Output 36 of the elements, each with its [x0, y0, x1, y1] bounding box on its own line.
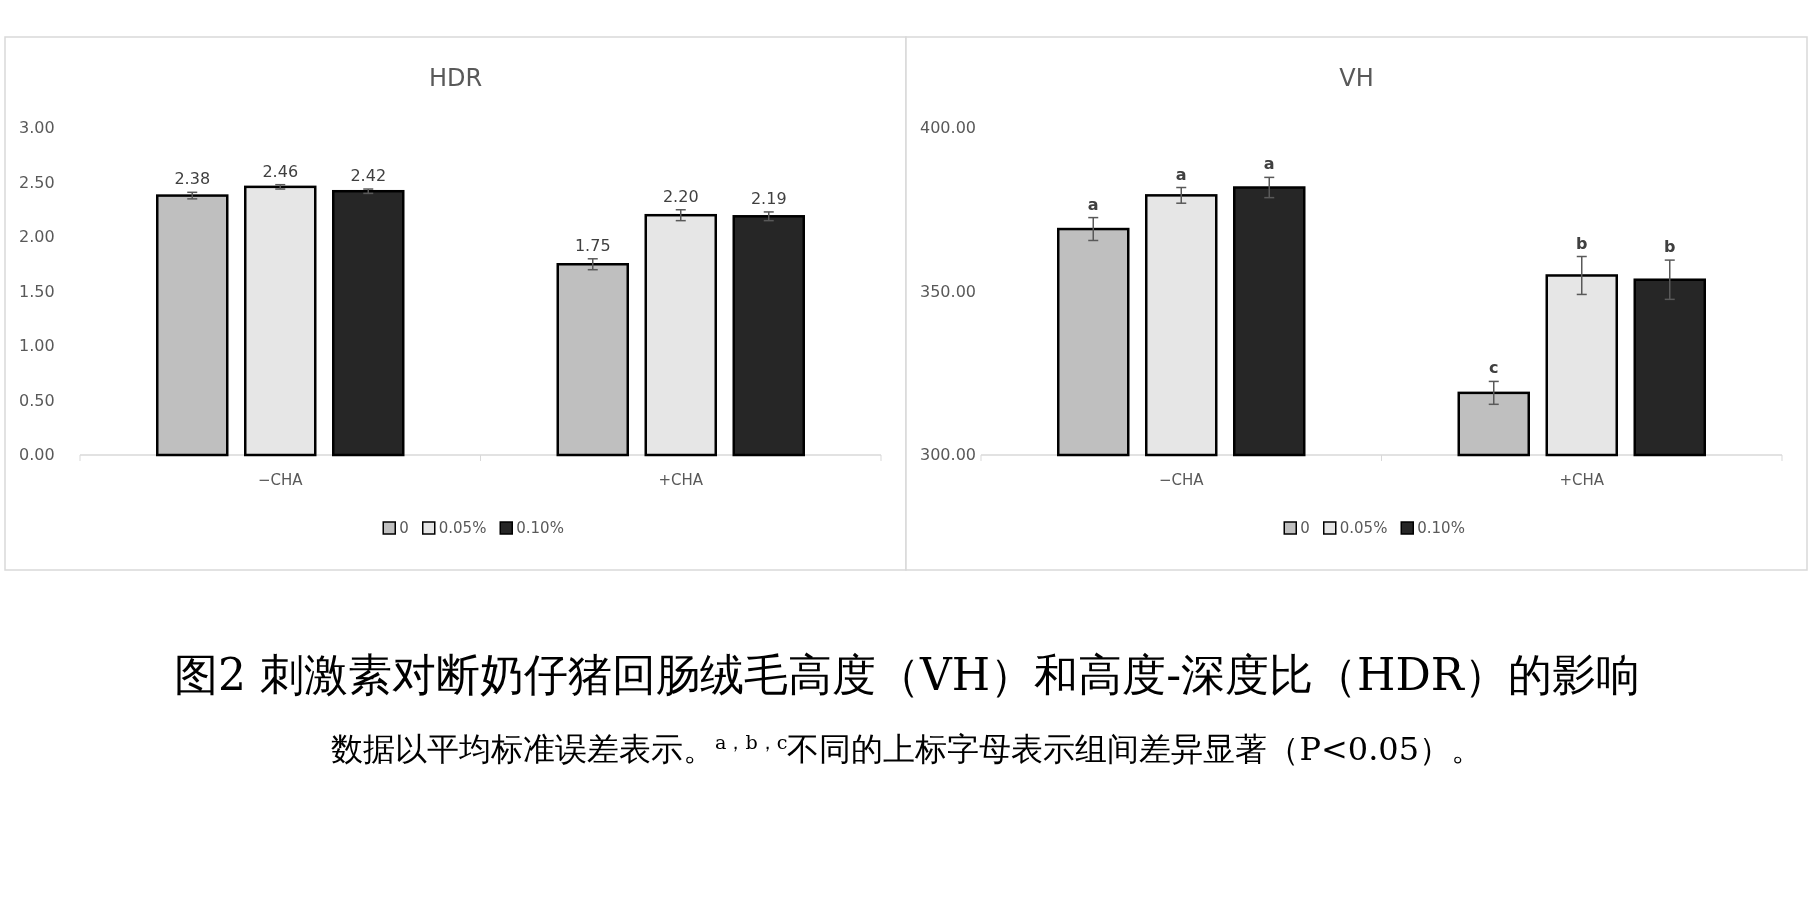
data-label: a [1263, 154, 1275, 174]
y-tick-label: 300.00 [920, 445, 976, 464]
data-label: a [1087, 194, 1099, 214]
legend-label: 0.10% [516, 519, 564, 537]
x-tick-label: −CHA [1158, 471, 1205, 489]
legend-label: 0.10% [1417, 519, 1465, 537]
data-label: b [1664, 237, 1676, 257]
y-tick-label: 350.00 [920, 281, 976, 301]
x-tick-label: +CHA [1559, 471, 1605, 489]
data-label: 2.42 [350, 166, 387, 186]
data-label: b [1576, 233, 1588, 253]
y-tick-label: 400.00 [920, 118, 976, 137]
chart-title: VH [1339, 64, 1374, 92]
data-label: a [1175, 164, 1187, 184]
legend-label: 0 [1300, 519, 1310, 537]
x-tick-label: +CHA [658, 471, 704, 489]
data-label: 1.75 [574, 235, 611, 255]
legend-label: 0.05% [1339, 519, 1388, 537]
text: 数据以平均标准误差表示。$^{a，b，c}$不同的上标字母表示组间差异显著（P<0.05）。 [330, 730, 1484, 768]
y-tick-label: 2.00 [19, 227, 55, 246]
legend-label: 0.05% [438, 519, 487, 537]
y-tick-label: 2.50 [19, 172, 55, 192]
data-label: 2.46 [262, 161, 299, 181]
y-tick-label: 3.00 [19, 118, 55, 137]
y-tick-label: 0.50 [19, 390, 55, 410]
y-tick-label: 0.00 [19, 445, 55, 464]
y-tick-label: 1.50 [19, 281, 55, 301]
data-label: 2.20 [662, 186, 699, 206]
chart-title: HDR [428, 64, 483, 92]
data-label: c [1489, 358, 1499, 378]
y-tick-label: 1.00 [19, 336, 55, 355]
x-tick-label: −CHA [257, 471, 304, 489]
caption: 图2 刺激素对断奶仔猪回肠绒毛高度（VH）和高度-深度比（HDR）的影响 [174, 649, 1640, 700]
data-label: 2.19 [750, 188, 787, 208]
data-label: 2.38 [174, 169, 211, 189]
legend-label: 0 [399, 519, 409, 537]
